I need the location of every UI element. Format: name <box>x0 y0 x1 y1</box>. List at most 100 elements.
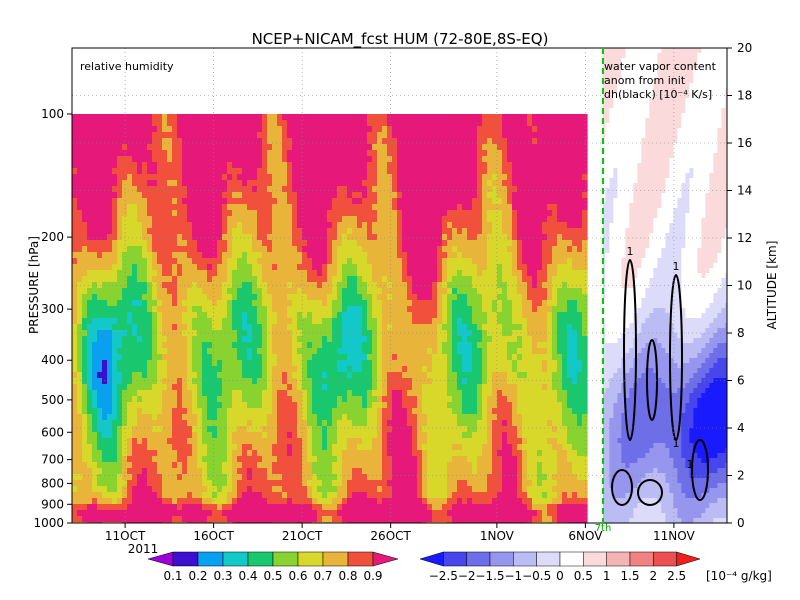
heatmap-cell <box>402 492 408 499</box>
heatmap-cell <box>87 168 93 175</box>
heatmap-cell <box>307 258 313 265</box>
heatmap-cell <box>172 228 178 235</box>
heatmap-cell <box>417 504 423 511</box>
heatmap-cell <box>132 324 138 331</box>
heatmap-cell <box>372 228 378 235</box>
heatmap-cell <box>77 498 83 505</box>
heatmap-cell <box>262 252 268 259</box>
heatmap-cell <box>257 156 263 163</box>
heatmap-cell <box>117 444 123 451</box>
heatmap-cell <box>432 252 438 259</box>
heatmap-cell <box>352 366 358 373</box>
heatmap-cell <box>102 348 108 355</box>
heatmap-cell <box>232 114 238 121</box>
heatmap-cell <box>387 474 393 481</box>
heatmap-cell <box>142 270 148 277</box>
heatmap-cell <box>257 402 263 409</box>
heatmap-cell <box>177 468 183 475</box>
heatmap-cell <box>302 360 308 367</box>
heatmap-cell <box>167 348 173 355</box>
heatmap-cell <box>307 510 313 517</box>
heatmap-cell <box>377 408 383 415</box>
heatmap-cell <box>237 168 243 175</box>
heatmap-cell <box>82 300 88 307</box>
heatmap-cell <box>347 450 353 457</box>
heatmap-cell <box>122 438 128 445</box>
heatmap-cell <box>77 408 83 415</box>
heatmap-cell <box>147 216 153 223</box>
heatmap-cell <box>312 498 318 505</box>
heatmap-cell <box>237 234 243 241</box>
heatmap-cell <box>317 516 323 523</box>
heatmap-cell <box>217 312 223 319</box>
heatmap-cell <box>302 150 308 157</box>
heatmap-cell <box>187 504 193 511</box>
heatmap-cell <box>387 324 393 331</box>
heatmap-cell <box>157 432 163 439</box>
heatmap-cell <box>357 318 363 325</box>
heatmap-cell <box>222 384 228 391</box>
heatmap-cell <box>77 390 83 397</box>
heatmap-cell <box>237 378 243 385</box>
heatmap-cell <box>232 324 238 331</box>
heatmap-cell <box>427 366 433 373</box>
heatmap-cell <box>222 426 228 433</box>
heatmap-cell <box>292 426 298 433</box>
heatmap-cell <box>122 252 128 259</box>
heatmap-cell <box>177 420 183 427</box>
heatmap-cell <box>237 144 243 151</box>
heatmap-cell <box>217 168 223 175</box>
heatmap-cell <box>367 240 373 247</box>
heatmap-cell <box>167 414 173 421</box>
heatmap-cell <box>72 276 78 283</box>
heatmap-cell <box>212 432 218 439</box>
heatmap-cell <box>222 168 228 175</box>
heatmap-cell <box>327 264 333 271</box>
heatmap-cell <box>397 498 403 505</box>
heatmap-cell <box>182 432 188 439</box>
heatmap-cell <box>242 444 248 451</box>
heatmap-cell <box>322 126 328 133</box>
heatmap-cell <box>277 192 283 199</box>
heatmap-cell <box>82 474 88 481</box>
heatmap-cell <box>342 162 348 169</box>
heatmap-cell <box>87 300 93 307</box>
heatmap-cell <box>387 492 393 499</box>
heatmap-cell <box>377 294 383 301</box>
heatmap-cell <box>72 294 78 301</box>
heatmap-cell <box>327 300 333 307</box>
heatmap-cell <box>112 468 118 475</box>
heatmap-cell <box>257 120 263 127</box>
heatmap-cell <box>172 216 178 223</box>
heatmap-cell <box>207 270 213 277</box>
heatmap-cell <box>157 462 163 469</box>
heatmap-cell <box>287 336 293 343</box>
heatmap-cell <box>382 168 388 175</box>
heatmap-cell <box>187 246 193 253</box>
heatmap-cell <box>107 420 113 427</box>
heatmap-cell <box>262 492 268 499</box>
heatmap-cell <box>157 162 163 169</box>
heatmap-cell <box>222 372 228 379</box>
heatmap-cell <box>197 342 203 349</box>
heatmap-cell <box>427 384 433 391</box>
heatmap-cell <box>242 312 248 319</box>
heatmap-cell <box>352 126 358 133</box>
heatmap-cell <box>412 480 418 487</box>
heatmap-cell <box>382 210 388 217</box>
heatmap-cell <box>147 378 153 385</box>
heatmap-cell <box>322 312 328 319</box>
heatmap-cell <box>372 174 378 181</box>
heatmap-cell <box>362 462 368 469</box>
heatmap-cell <box>112 432 118 439</box>
heatmap-cell <box>422 432 428 439</box>
heatmap-cell <box>282 120 288 127</box>
heatmap-cell <box>307 504 313 511</box>
heatmap-cell <box>432 234 438 241</box>
heatmap-cell <box>387 192 393 199</box>
heatmap-cell <box>282 168 288 175</box>
heatmap-cell <box>77 492 83 499</box>
heatmap-cell <box>252 282 258 289</box>
heatmap-cell <box>272 144 278 151</box>
heatmap-cell <box>397 372 403 379</box>
